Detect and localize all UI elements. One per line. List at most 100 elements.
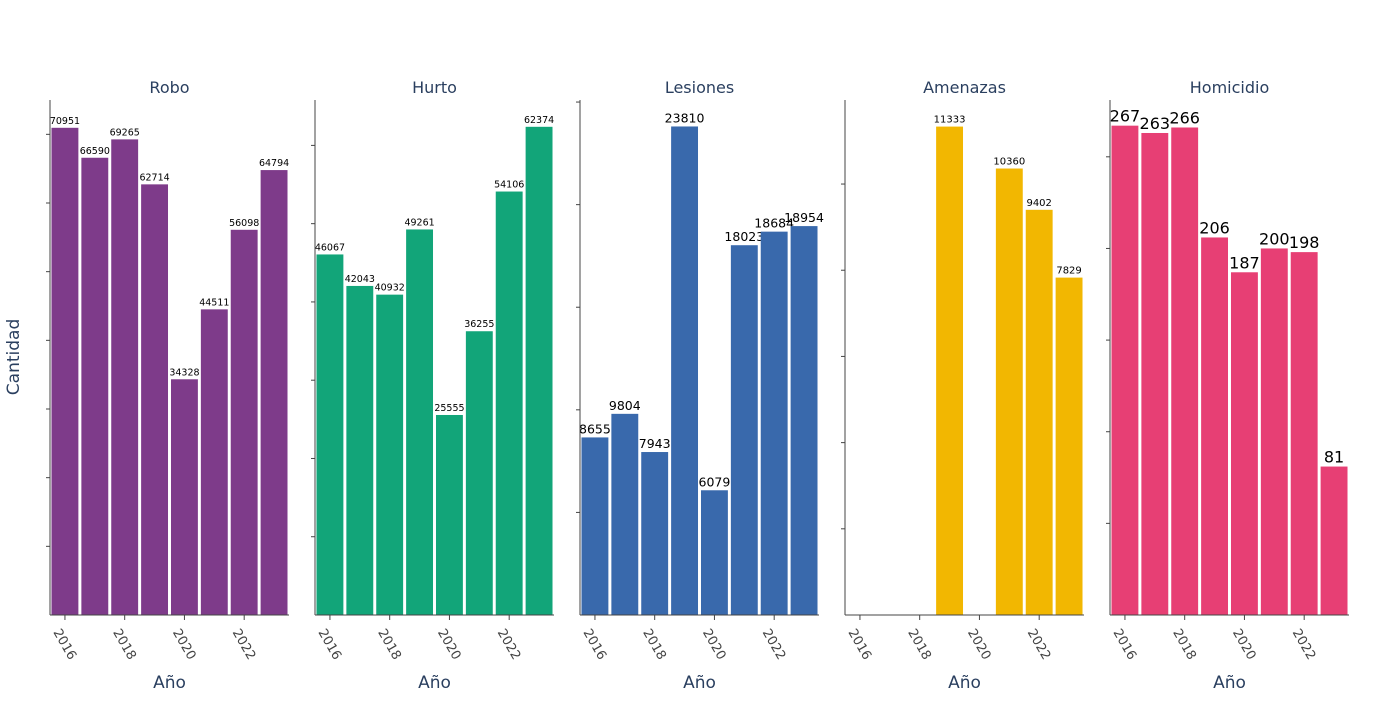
x-tick-label: 2020 <box>169 627 199 663</box>
bar-label: 62714 <box>139 172 169 183</box>
bar <box>641 452 669 615</box>
bar <box>700 490 728 615</box>
bar <box>1230 272 1258 615</box>
bar-label: 198 <box>1289 233 1320 252</box>
x-tick-label: 2022 <box>1289 627 1319 663</box>
bar <box>316 254 344 615</box>
bar <box>435 414 463 615</box>
bar <box>81 157 109 615</box>
bar-label: 69265 <box>110 127 140 138</box>
facet-title: Robo <box>149 78 189 97</box>
bar-label: 18684 <box>754 216 794 231</box>
facet-4: Homicidio 267 263 266 206 187 200 198 81 2016 2018… <box>1106 78 1349 693</box>
x-tick-label: 2016 <box>1109 627 1139 663</box>
bar <box>111 139 139 615</box>
bar-label: 6079 <box>699 474 731 489</box>
bar <box>495 191 523 615</box>
bar <box>1055 277 1083 615</box>
bar-label: 44511 <box>199 297 229 308</box>
bar <box>1260 248 1288 615</box>
bar-label: 266 <box>1169 108 1200 127</box>
bar <box>170 379 198 615</box>
bar-label: 7943 <box>639 436 671 451</box>
bar-label: 81 <box>1324 448 1344 467</box>
x-tick-label: 2022 <box>759 627 789 663</box>
bar-label: 25555 <box>434 403 464 414</box>
x-axis-title: Año <box>948 673 981 693</box>
x-tick-label: 2020 <box>1229 627 1259 663</box>
x-tick-label: 2020 <box>964 627 994 663</box>
x-tick-label: 2016 <box>579 627 609 663</box>
bar-label: 9402 <box>1026 198 1051 209</box>
bar-label: 9804 <box>609 398 641 413</box>
x-axis-title: Año <box>418 673 451 693</box>
facet-title: Homicidio <box>1190 78 1269 97</box>
bar <box>1025 209 1053 615</box>
bar <box>730 245 758 615</box>
bar-label: 54106 <box>494 180 524 191</box>
x-tick-label: 2020 <box>434 627 464 663</box>
bar-label: 7829 <box>1056 266 1081 277</box>
bar <box>581 437 609 615</box>
x-tick-label: 2016 <box>49 627 79 663</box>
bar-label: 267 <box>1110 107 1141 126</box>
bar <box>230 229 258 616</box>
x-tick-label: 2018 <box>374 627 404 663</box>
bar <box>611 413 639 615</box>
bar-label: 56098 <box>229 218 259 229</box>
facet-2: Lesiones 8655 9804 7943 23810 6079 18023186841… <box>576 78 824 693</box>
bar <box>1201 237 1229 615</box>
x-tick-label: 2022 <box>229 627 259 663</box>
x-tick-label: 2016 <box>314 627 344 663</box>
x-axis-title: Año <box>1213 673 1246 693</box>
bar-label: 18023 <box>724 229 764 244</box>
bar <box>465 331 493 615</box>
x-tick-label: 2018 <box>639 627 669 663</box>
bar <box>671 126 699 615</box>
facet-3: Amenazas 11333 10360 9402 7829 2016 2018 2020 20… <box>841 78 1084 693</box>
bar <box>760 231 788 615</box>
facet-title: Amenazas <box>923 78 1006 97</box>
bar-label: 18954 <box>784 210 824 225</box>
bar-label: 49261 <box>404 217 434 228</box>
x-tick-label: 2022 <box>494 627 524 663</box>
bar-label: 42043 <box>345 274 375 285</box>
bar <box>346 285 374 615</box>
bar-label: 187 <box>1229 253 1260 272</box>
bar <box>51 127 79 616</box>
facet-title: Hurto <box>412 78 457 97</box>
bar <box>995 168 1023 615</box>
bar <box>1171 127 1199 616</box>
bar-label: 206 <box>1199 218 1230 237</box>
bar-label: 40932 <box>375 283 405 294</box>
bar <box>141 184 169 616</box>
bar <box>406 229 434 615</box>
bar-label: 10360 <box>993 157 1025 168</box>
bar-label: 62374 <box>524 115 554 126</box>
facet-title: Lesiones <box>665 78 734 97</box>
x-tick-label: 2016 <box>844 627 874 663</box>
x-tick-label: 2018 <box>109 627 139 663</box>
bar-label: 64794 <box>259 158 289 169</box>
bar-label: 70951 <box>50 116 80 127</box>
bar-label: 46067 <box>315 242 345 253</box>
bar <box>1290 252 1318 615</box>
bar <box>260 170 288 615</box>
bar-label: 200 <box>1259 229 1290 248</box>
bar <box>376 294 404 615</box>
x-axis-title: Año <box>153 673 186 693</box>
bar <box>790 226 818 615</box>
bar <box>1111 125 1139 615</box>
x-tick-label: 2018 <box>1169 627 1199 663</box>
bar <box>200 309 228 615</box>
bar-label: 34328 <box>169 367 199 378</box>
x-tick-label: 2018 <box>904 627 934 663</box>
bar-label: 263 <box>1140 114 1171 133</box>
bar <box>1320 466 1348 615</box>
x-axis-title: Año <box>683 673 716 693</box>
